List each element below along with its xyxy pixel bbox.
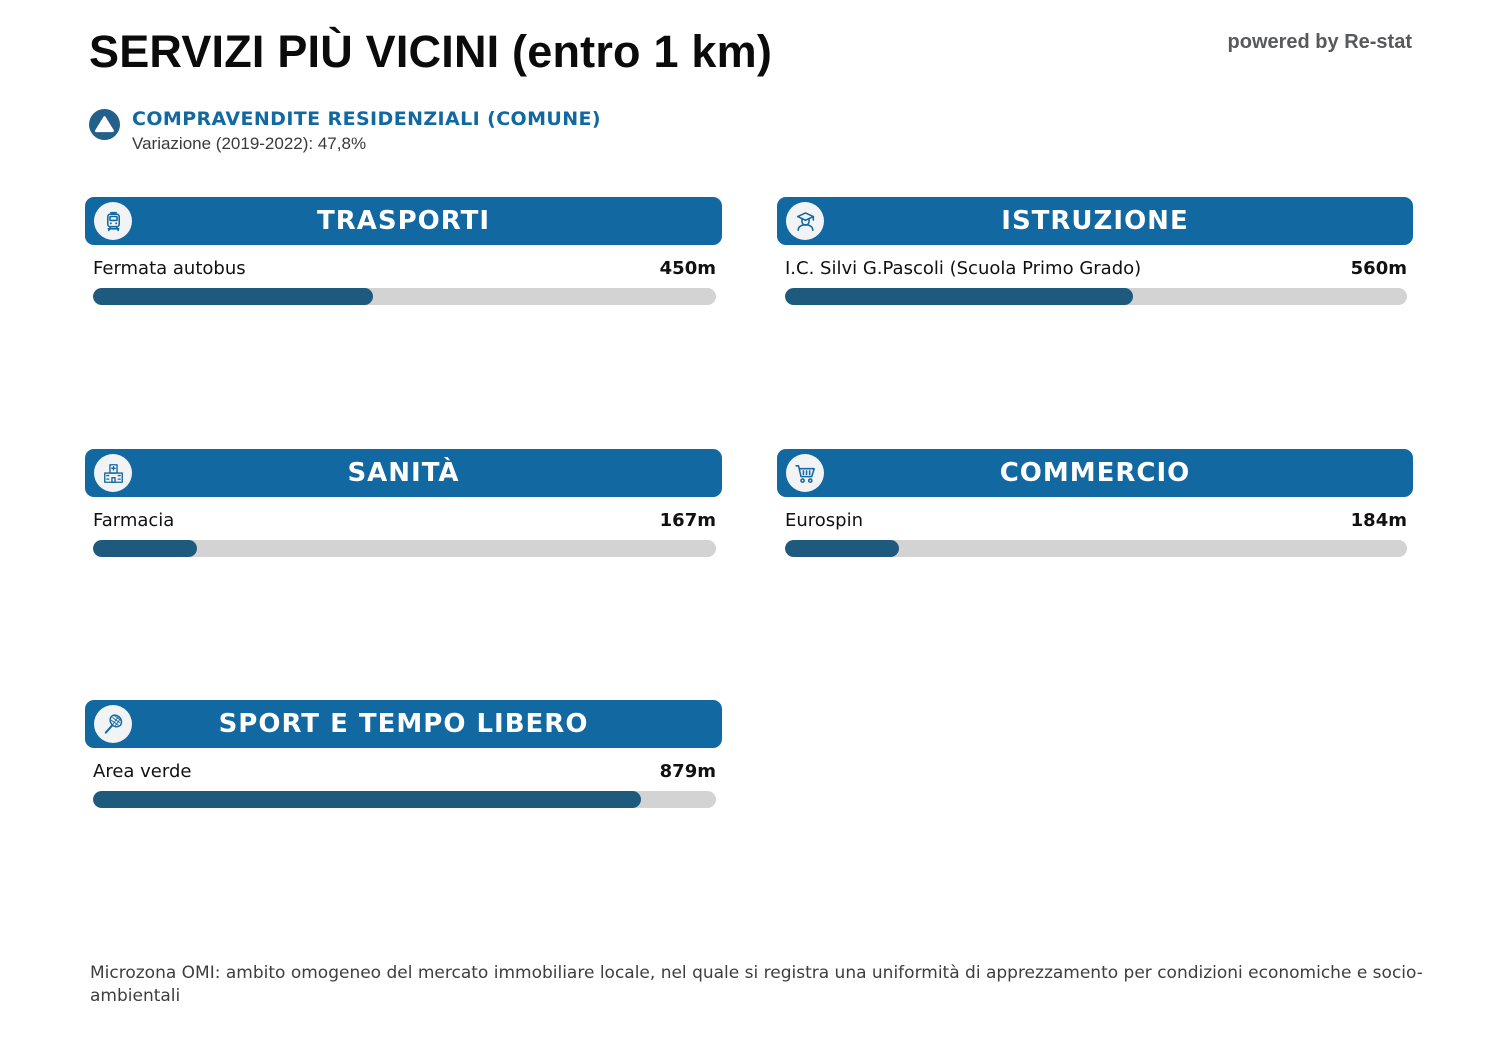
graduate-icon [786,202,824,240]
tram-icon [94,202,132,240]
item-distance: 879m [659,761,716,782]
footer-note: Microzona OMI: ambito omogeneo del merca… [90,963,1423,1006]
card-istruzione: ISTRUZIONE I.C. Silvi G.Pascoli (Scuola … [777,197,1413,305]
item-distance: 167m [659,510,716,531]
distance-bar-track [785,540,1407,557]
card-header-sanita: SANITÀ [85,449,722,497]
page-title: SERVIZI PIÙ VICINI (entro 1 km) [89,26,773,77]
summary-block: COMPRAVENDITE RESIDENZIALI (COMUNE) Vari… [89,108,601,154]
tennis-racket-icon [94,705,132,743]
summary-title: COMPRAVENDITE RESIDENZIALI (COMUNE) [132,108,601,130]
service-item: Farmacia 167m [93,510,716,557]
card-trasporti: TRASPORTI Fermata autobus 450m [85,197,722,305]
distance-bar-track [93,288,716,305]
service-item: I.C. Silvi G.Pascoli (Scuola Primo Grado… [785,258,1407,305]
card-sport: SPORT E TEMPO LIBERO Area verde 879m [85,700,722,808]
hospital-icon [94,454,132,492]
card-header-commercio: COMMERCIO [777,449,1413,497]
powered-by-label: powered by Re-stat [1227,31,1412,53]
service-item: Area verde 879m [93,761,716,808]
item-label: I.C. Silvi G.Pascoli (Scuola Primo Grado… [785,258,1142,279]
item-distance: 560m [1350,258,1407,279]
card-title-sanita: SANITÀ [347,458,460,488]
card-title-commercio: COMMERCIO [999,458,1191,488]
distance-bar-fill [93,791,641,808]
distance-bar-track [93,540,716,557]
item-label: Eurospin [785,510,864,531]
service-item: Fermata autobus 450m [93,258,716,305]
distance-bar-fill [785,288,1134,305]
card-header-sport: SPORT E TEMPO LIBERO [85,700,722,748]
triangle-up-icon [89,109,120,140]
item-label: Fermata autobus [93,258,246,279]
item-distance: 184m [1350,510,1407,531]
service-item: Eurospin 184m [785,510,1407,557]
card-header-istruzione: ISTRUZIONE [777,197,1413,245]
card-sanita: SANITÀ Farmacia 167m [85,449,722,557]
distance-bar-fill [93,288,374,305]
summary-variation: Variazione (2019-2022): 47,8% [132,134,367,153]
card-title-trasporti: TRASPORTI [316,206,491,236]
card-commercio: COMMERCIO Eurospin 184m [777,449,1413,557]
item-distance: 450m [659,258,716,279]
item-label: Area verde [93,761,192,782]
distance-bar-track [785,288,1407,305]
card-header-trasporti: TRASPORTI [85,197,722,245]
distance-bar-fill [785,540,900,557]
card-title-istruzione: ISTRUZIONE [1001,206,1189,236]
distance-bar-track [93,791,716,808]
card-title-sport: SPORT E TEMPO LIBERO [218,709,589,739]
summary-texts: COMPRAVENDITE RESIDENZIALI (COMUNE) Vari… [132,108,601,154]
item-label: Farmacia [93,510,175,531]
distance-bar-fill [93,540,198,557]
shopping-cart-icon [786,454,824,492]
